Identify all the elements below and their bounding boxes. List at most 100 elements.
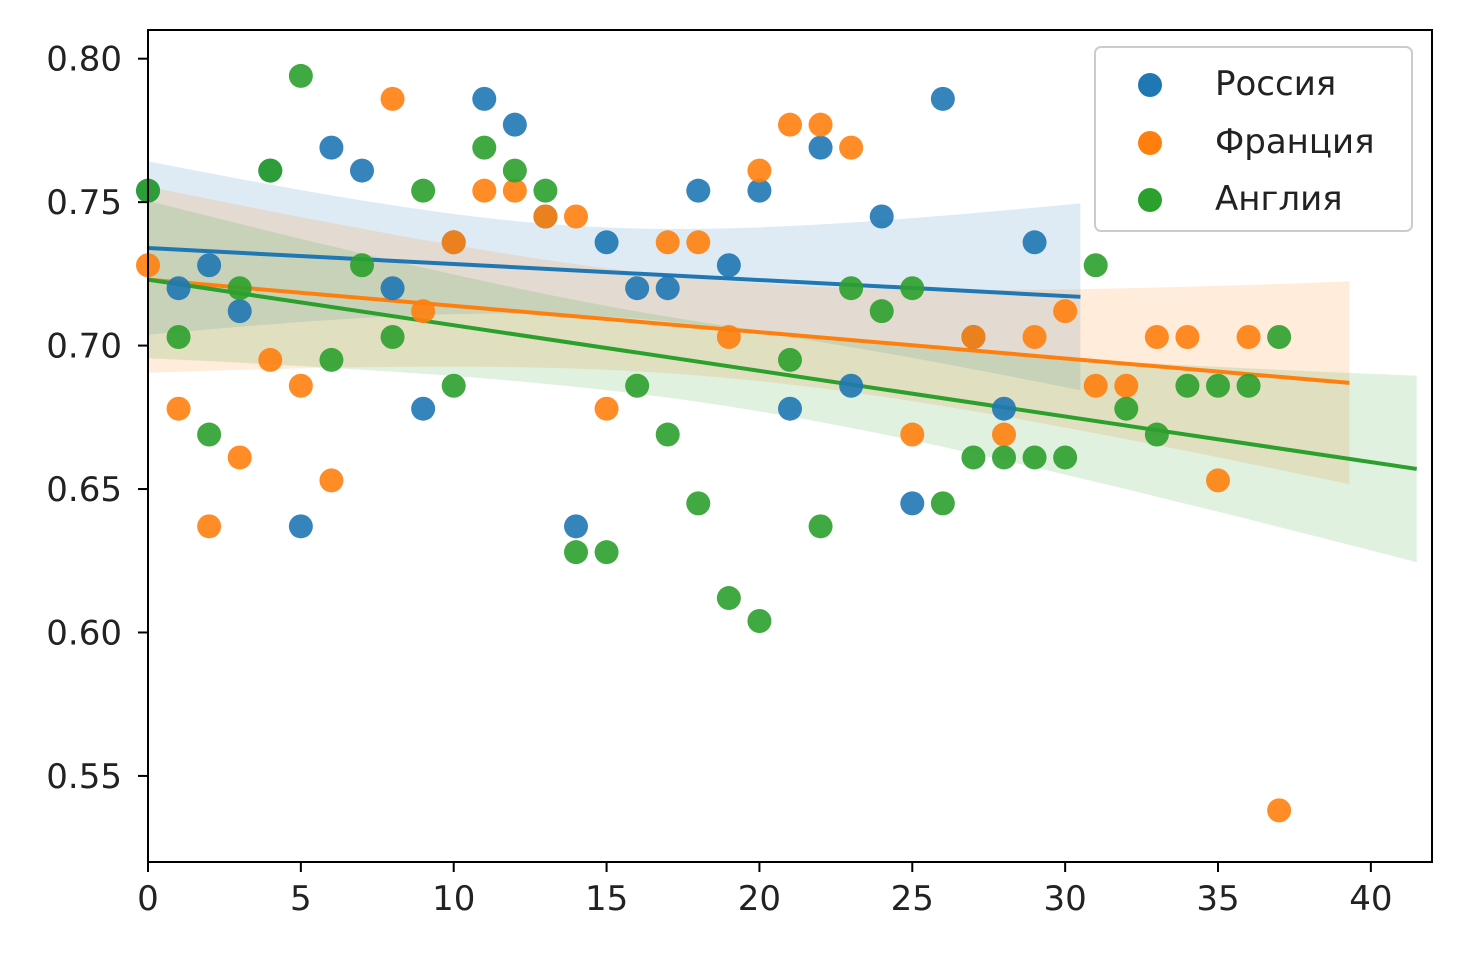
data-point-england: [533, 178, 558, 203]
data-point-russia: [319, 135, 344, 160]
data-point-england: [1083, 253, 1108, 278]
data-point-france: [1022, 324, 1047, 349]
data-point-england: [747, 609, 772, 634]
data-point-russia: [655, 276, 680, 301]
data-point-france: [1083, 373, 1108, 398]
data-point-england: [900, 276, 925, 301]
data-point-france: [472, 178, 497, 203]
data-point-england: [930, 491, 955, 516]
data-point-france: [778, 112, 802, 137]
data-point-england: [197, 422, 222, 447]
data-point-france: [992, 422, 1016, 447]
data-point-france: [258, 347, 283, 372]
data-point-france: [1114, 373, 1139, 398]
data-point-england: [1267, 324, 1292, 349]
confidence-band-england: [148, 200, 1417, 563]
data-point-france: [1267, 798, 1292, 823]
data-point-england: [778, 347, 802, 372]
data-point-france: [411, 299, 436, 324]
data-point-france: [686, 230, 711, 255]
data-point-france: [594, 396, 619, 421]
data-point-france: [1175, 324, 1200, 349]
data-point-england: [594, 540, 619, 565]
regression-line-england: [147, 277, 1418, 471]
data-point-england: [1175, 373, 1200, 398]
data-point-russia: [227, 299, 252, 324]
data-point-england: [1206, 373, 1230, 398]
data-point-russia: [625, 276, 650, 301]
regression-line-france: [147, 277, 1350, 385]
y-tick-label: 0.70: [46, 327, 122, 367]
data-point-france: [747, 158, 772, 183]
data-point-france: [1206, 468, 1230, 493]
confidence-band-russia: [148, 161, 1081, 391]
data-point-france: [319, 468, 344, 493]
data-point-france: [839, 135, 864, 160]
data-point-russia: [564, 514, 588, 539]
legend: Россия Франция Англия: [1094, 46, 1413, 232]
data-point-russia: [869, 204, 894, 229]
x-tick-label: 25: [891, 879, 934, 919]
regression-lines: [147, 246, 1418, 471]
data-point-russia: [350, 158, 374, 183]
data-points: [136, 63, 1292, 823]
data-point-france: [502, 178, 527, 203]
data-point-england: [1144, 422, 1169, 447]
x-axis: 0 5 10 15 20 25 30 35 40: [137, 862, 1392, 919]
data-point-russia: [900, 491, 925, 516]
data-point-russia: [502, 112, 527, 137]
data-point-england: [350, 253, 374, 278]
y-tick-label: 0.80: [46, 40, 122, 80]
data-point-france: [441, 230, 466, 255]
data-point-france: [716, 324, 741, 349]
data-point-england: [411, 178, 436, 203]
data-point-england: [961, 445, 986, 470]
data-point-russia: [778, 396, 802, 421]
data-point-england: [808, 514, 833, 539]
data-point-france: [533, 204, 558, 229]
data-point-russia: [288, 514, 313, 539]
data-point-england: [1053, 445, 1078, 470]
data-point-england: [839, 276, 864, 301]
confidence-band-france: [148, 186, 1350, 485]
confidence-bands: [148, 161, 1417, 563]
data-point-france: [564, 204, 588, 229]
legend-label-france: Франция: [1215, 122, 1375, 162]
x-tick-label: 35: [1196, 879, 1239, 919]
data-point-france: [808, 112, 833, 137]
data-point-england: [686, 491, 711, 516]
y-axis: 0.55 0.60 0.65 0.70 0.75 0.80: [46, 40, 148, 797]
x-tick-label: 5: [290, 879, 312, 919]
data-point-england: [319, 347, 344, 372]
data-point-england: [166, 324, 191, 349]
data-point-russia: [472, 86, 497, 111]
data-point-england: [1114, 396, 1139, 421]
data-point-russia: [992, 396, 1016, 421]
data-point-england: [1236, 373, 1261, 398]
data-point-england: [564, 540, 588, 565]
data-point-france: [1053, 299, 1078, 324]
data-point-france: [655, 230, 680, 255]
data-point-england: [288, 63, 313, 88]
data-point-england: [992, 445, 1016, 470]
data-point-england: [1022, 445, 1047, 470]
y-tick-label: 0.55: [46, 757, 122, 797]
data-point-england: [869, 299, 894, 324]
data-point-france: [1144, 324, 1169, 349]
data-point-france: [197, 514, 222, 539]
legend-marker-england: [1138, 188, 1162, 212]
data-point-russia: [166, 276, 191, 301]
y-tick-label: 0.75: [46, 183, 122, 223]
data-point-england: [258, 158, 283, 183]
data-point-england: [625, 373, 650, 398]
data-point-france: [1236, 324, 1261, 349]
plot-frame: [147, 29, 1433, 863]
data-point-england: [655, 422, 680, 447]
legend-box: [1094, 46, 1413, 232]
x-tick-label: 0: [137, 879, 159, 919]
data-point-france: [166, 396, 191, 421]
data-point-france: [380, 86, 405, 111]
data-point-england: [227, 276, 252, 301]
data-point-russia: [1022, 230, 1047, 255]
